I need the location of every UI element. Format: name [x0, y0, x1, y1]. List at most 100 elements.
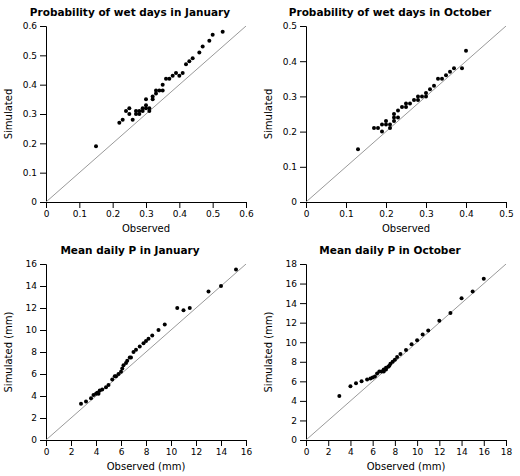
- y-axis: 00.10.20.30.40.5: [283, 21, 307, 207]
- tick-mark: [350, 440, 351, 446]
- tick-mark: [417, 440, 418, 446]
- tick: 18: [501, 440, 513, 457]
- title: Mean daily P in January: [60, 244, 199, 256]
- point: [380, 123, 384, 127]
- point: [129, 356, 133, 360]
- tick-label: 0.3: [419, 209, 433, 219]
- tick-label: 0: [31, 197, 37, 207]
- tick-mark: [300, 323, 306, 324]
- tick-mark: [121, 440, 122, 446]
- point: [404, 101, 408, 105]
- y-axis: 0246810121416: [26, 259, 47, 445]
- tick-label: 18: [501, 447, 513, 457]
- tick-label: 0.5: [499, 209, 513, 219]
- point: [404, 348, 408, 352]
- panel: 02468101214160246810121416Observed (mm)S…: [3, 259, 252, 472]
- point: [201, 45, 205, 49]
- tick-mark: [40, 440, 46, 441]
- point: [384, 123, 388, 127]
- tick: 0.3: [139, 202, 153, 219]
- tick: 0: [31, 197, 46, 207]
- tick-mark: [506, 440, 507, 446]
- axis-line: [307, 441, 507, 447]
- tick-label: 0: [291, 197, 297, 207]
- point: [147, 106, 151, 110]
- point: [197, 50, 201, 54]
- tick-label: 2: [326, 447, 332, 457]
- tick-mark: [466, 202, 467, 208]
- one-to-one-line: [306, 264, 506, 440]
- tick: 0.1: [23, 168, 46, 178]
- tick-mark: [300, 362, 306, 363]
- tick-mark: [113, 202, 114, 208]
- tick-mark: [40, 114, 46, 115]
- tick-mark: [300, 202, 306, 203]
- point: [188, 306, 192, 310]
- tick-mark: [439, 440, 440, 446]
- tick-label: 0.1: [339, 209, 353, 219]
- tick: 12: [191, 440, 202, 457]
- x-axis-title: Observed: [122, 223, 170, 234]
- tick: 0.1: [283, 162, 306, 172]
- tick-label: 0: [304, 209, 310, 219]
- tick-label: 0.4: [459, 209, 474, 219]
- tick-label: 18: [286, 259, 298, 269]
- tick-label: 0.5: [23, 51, 37, 61]
- tick-mark: [171, 440, 172, 446]
- tick: 16: [26, 259, 46, 269]
- tick-label: 10: [412, 447, 424, 457]
- tick-mark: [395, 440, 396, 446]
- point: [392, 112, 396, 116]
- tick-mark: [40, 374, 46, 375]
- tick-mark: [40, 55, 46, 56]
- tick-label: 0: [304, 447, 310, 457]
- panel: 00.10.20.30.40.50.600.10.20.30.40.50.6Ob…: [3, 21, 254, 234]
- point: [84, 400, 88, 404]
- point: [182, 308, 186, 312]
- point: [94, 144, 98, 148]
- point: [147, 337, 151, 341]
- tick: 0.4: [23, 80, 46, 90]
- tick-label: 2: [69, 447, 75, 457]
- point: [161, 83, 165, 87]
- tick: 16: [286, 279, 306, 289]
- tick: 0.4: [459, 202, 474, 219]
- tick: 14: [216, 440, 228, 457]
- tick: 0.2: [283, 127, 306, 137]
- tick-mark: [300, 401, 306, 402]
- tick-label: 10: [166, 447, 178, 457]
- point: [360, 379, 364, 383]
- tick: 0.6: [239, 202, 254, 219]
- tick-mark: [346, 202, 347, 208]
- point: [121, 118, 125, 122]
- point: [181, 71, 185, 75]
- point: [117, 121, 121, 125]
- point: [415, 338, 419, 342]
- plot-area: [46, 26, 246, 202]
- point: [184, 62, 188, 66]
- point: [177, 74, 181, 78]
- point: [191, 56, 195, 60]
- tick-label: 0: [44, 209, 50, 219]
- point: [424, 94, 428, 98]
- tick-label: 6: [370, 447, 376, 457]
- point: [396, 116, 400, 120]
- one-to-one-line: [46, 26, 246, 202]
- tick-label: 14: [286, 298, 298, 308]
- tick-label: 0.1: [283, 162, 297, 172]
- y-axis-title: Simulated: [263, 89, 274, 140]
- tick-mark: [300, 264, 306, 265]
- tick-label: 6: [119, 447, 125, 457]
- tick: 12: [26, 303, 46, 313]
- tick: 2: [326, 440, 332, 457]
- point: [395, 355, 399, 359]
- point: [437, 319, 441, 323]
- tick: 0: [44, 202, 50, 219]
- figure: 00.10.20.30.40.50.600.10.20.30.40.50.6Ob…: [0, 0, 520, 476]
- tick-mark: [300, 342, 306, 343]
- point: [219, 284, 223, 288]
- tick-label: 16: [241, 447, 253, 457]
- tick-label: 12: [286, 318, 297, 328]
- y-axis-title: Simulated (mm): [3, 311, 14, 392]
- tick: 12: [434, 440, 445, 457]
